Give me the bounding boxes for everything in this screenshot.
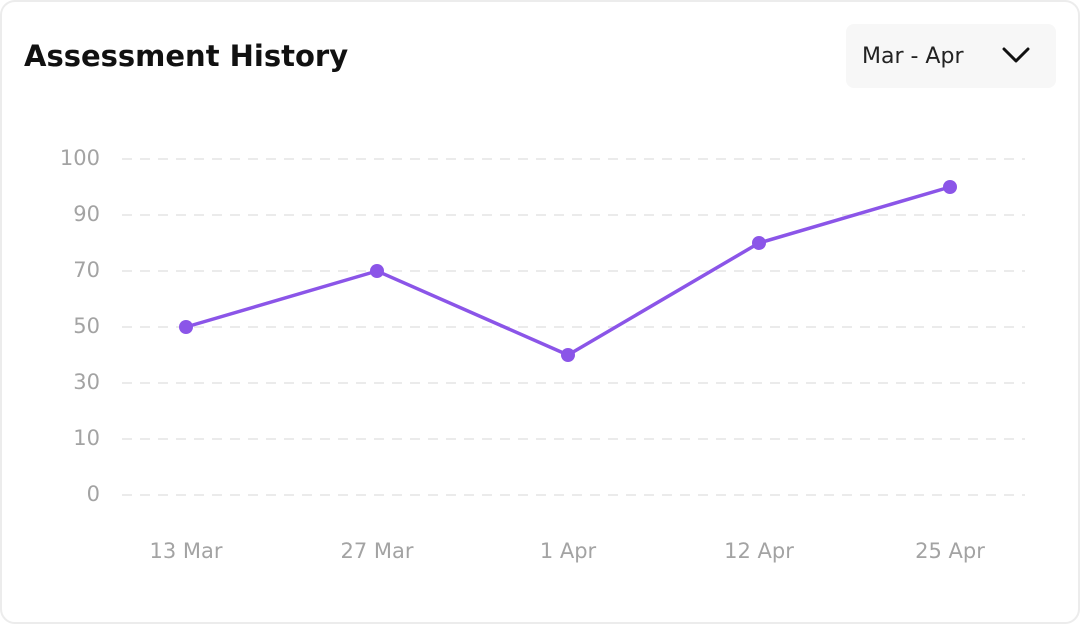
x-tick-label: 25 Apr (915, 539, 985, 563)
chart-title: Assessment History (24, 39, 348, 73)
range-dropdown[interactable]: Mar - Apr (846, 24, 1056, 88)
x-tick-label: 27 Mar (340, 539, 413, 563)
x-tick-label: 13 Mar (149, 539, 222, 563)
y-tick-label: 100 (60, 146, 100, 170)
y-tick-label: 30 (73, 370, 100, 394)
dropdown-box[interactable] (846, 24, 1056, 88)
point (752, 236, 766, 250)
y-tick-label: 90 (73, 202, 100, 226)
y-tick-label: 70 (73, 258, 100, 282)
y-tick-label: 10 (73, 426, 100, 450)
point (370, 264, 384, 278)
point (561, 348, 575, 362)
chevron-icon[interactable] (1002, 47, 1030, 63)
point (179, 320, 193, 334)
y-tick-label: 0 (87, 482, 100, 506)
x-tick-label: 12 Apr (724, 539, 794, 563)
dropdown-label[interactable]: Mar - Apr (862, 44, 964, 69)
point (943, 180, 957, 194)
y-tick-label: 50 (73, 314, 100, 338)
x-tick-label: 1 Apr (540, 539, 597, 563)
